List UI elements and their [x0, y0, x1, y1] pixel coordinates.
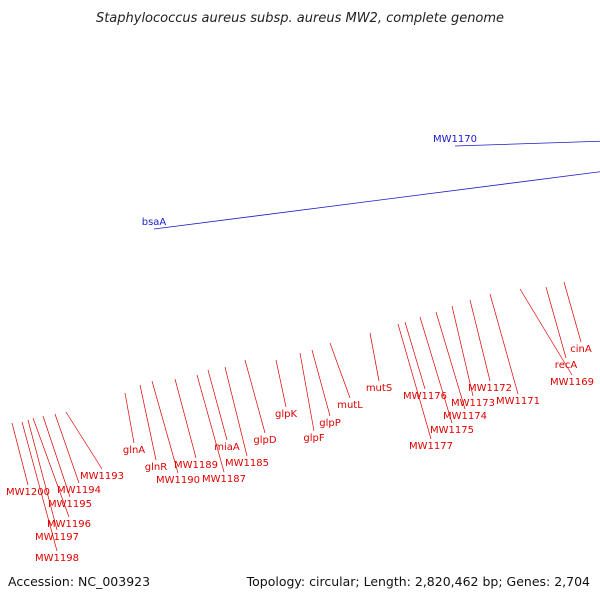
label-mw1190: MW1190 [156, 475, 200, 486]
label-mutl: mutL [337, 400, 363, 411]
leader-line [419, 316, 453, 424]
leader-line [435, 311, 466, 410]
label-mw1194: MW1194 [57, 485, 101, 496]
label-mw1198: MW1198 [35, 553, 79, 564]
leader-line [404, 321, 426, 390]
label-mw1197: MW1197 [35, 532, 79, 543]
leader-line [329, 342, 351, 399]
leader-line [469, 299, 491, 382]
label-mw1171: MW1171 [496, 396, 540, 407]
label-glpk: glpK [275, 409, 297, 420]
label-mw1169: MW1169 [550, 377, 594, 388]
label-mw1187: MW1187 [202, 474, 246, 485]
label-miaa: miaA [214, 442, 240, 453]
label-mw1189: MW1189 [174, 460, 218, 471]
label-mw1200: MW1200 [6, 487, 50, 498]
label-mw1174: MW1174 [443, 411, 487, 422]
label-mw1176: MW1176 [403, 391, 447, 402]
label-mw1173: MW1173 [451, 398, 495, 409]
leader-line [489, 293, 519, 395]
leader-line [207, 369, 228, 441]
label-muts: mutS [366, 383, 392, 394]
leader-line [563, 281, 582, 343]
gene-labels: MW1170bsaAcinArecAMW1169MW1171MW1172MW11… [6, 134, 600, 564]
leader-line [21, 421, 58, 552]
label-mw1195: MW1195 [48, 499, 92, 510]
leader-line [311, 349, 331, 417]
label-mw1196: MW1196 [47, 519, 91, 530]
map-title: Staphylococcus aureus subsp. aureus MW2,… [96, 11, 504, 26]
leader-line [244, 359, 266, 434]
leader-line [32, 417, 70, 518]
leader-line [139, 384, 157, 461]
topology-label: Topology: circular; Length: 2,820,462 bp… [246, 574, 590, 589]
leader-line [174, 378, 197, 459]
label-glna: glnA [123, 445, 145, 456]
leader-line [54, 413, 80, 484]
leader-line [196, 374, 225, 473]
leader-line [27, 419, 58, 531]
label-glpp: glpP [319, 418, 341, 429]
leader-line [65, 411, 103, 470]
label-glnr: glnR [145, 462, 167, 473]
label-glpf: glpF [303, 433, 324, 444]
leader-line [153, 171, 600, 230]
label-bsaa: bsaA [142, 217, 167, 228]
label-cina: cinA [570, 344, 592, 355]
leader-line [519, 288, 573, 376]
leader-line [151, 380, 179, 474]
leader-line [397, 323, 432, 440]
leader-line [11, 422, 29, 486]
leader-line [451, 305, 474, 397]
leader-line [299, 352, 315, 432]
label-mw1185: MW1185 [225, 458, 269, 469]
leader-line [545, 286, 567, 359]
leader-line [124, 392, 135, 444]
accession-label: Accession: NC_003923 [8, 574, 150, 589]
leader-line [275, 359, 287, 408]
leader-line [224, 366, 248, 457]
label-mw1193: MW1193 [80, 471, 124, 482]
label-glpd: glpD [253, 435, 276, 446]
label-mw1170: MW1170 [433, 134, 477, 145]
leader-line [369, 332, 380, 382]
label-mw1172: MW1172 [468, 383, 512, 394]
leader-line [42, 415, 71, 498]
label-mw1177: MW1177 [409, 441, 453, 452]
label-mw1175: MW1175 [430, 425, 474, 436]
